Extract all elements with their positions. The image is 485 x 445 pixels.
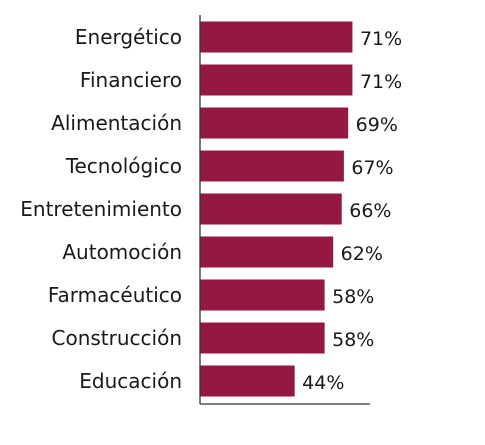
value-label: 71% (360, 71, 402, 93)
category-label: Construcción (52, 326, 183, 350)
value-label: 58% (332, 329, 374, 351)
category-label: Educación (79, 369, 182, 393)
bar (200, 279, 325, 311)
bar (200, 322, 325, 354)
bar (200, 193, 342, 225)
value-label: 69% (356, 114, 398, 136)
value-labels: 71% 71% 69% 67% 66% 62% 58% 58% 44% (302, 28, 402, 394)
category-label: Farmacéutico (48, 283, 182, 307)
category-label: Automoción (62, 240, 182, 264)
bar (200, 365, 295, 397)
category-labels: Energético Financiero Alimentación Tecnológ… (20, 25, 182, 393)
value-label: 62% (341, 243, 383, 265)
category-label: Tecnológico (65, 154, 182, 178)
bar (200, 107, 349, 139)
bar (200, 21, 353, 53)
value-label: 71% (360, 28, 402, 50)
value-label: 67% (351, 157, 393, 179)
category-label: Entretenimiento (20, 197, 182, 221)
category-label: Alimentación (51, 111, 182, 135)
category-label: Energético (75, 25, 182, 49)
value-label: 58% (332, 286, 374, 308)
bar (200, 236, 334, 268)
bar (200, 150, 344, 182)
value-label: 66% (349, 200, 391, 222)
bars-group (200, 21, 353, 397)
bar (200, 64, 353, 96)
category-label: Financiero (80, 68, 182, 92)
value-label: 44% (302, 372, 344, 394)
